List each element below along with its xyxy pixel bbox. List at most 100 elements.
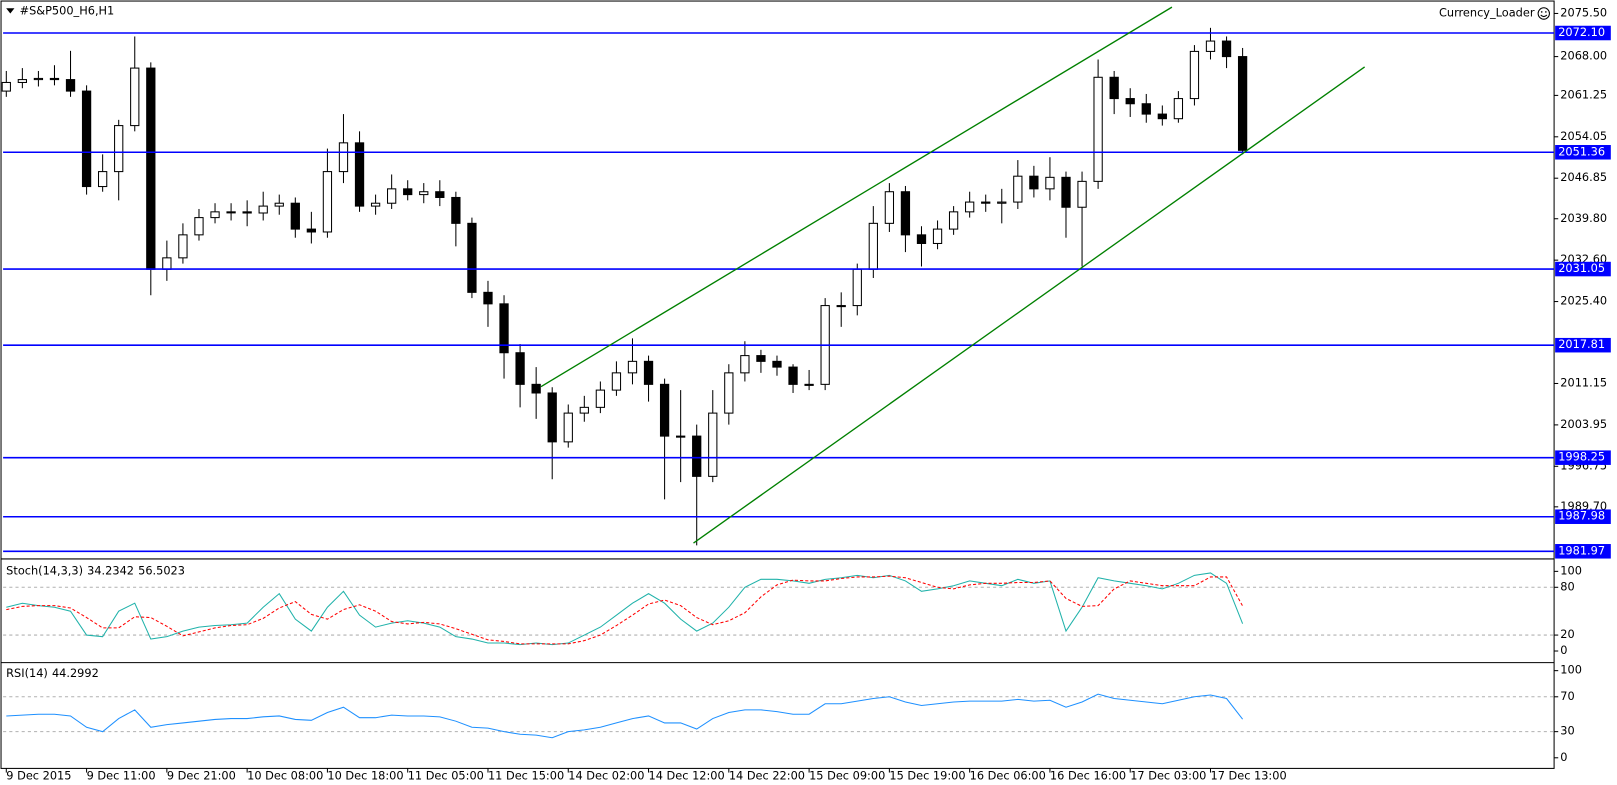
candle-body xyxy=(97,171,108,188)
candle-body xyxy=(1157,113,1167,120)
candle-body xyxy=(852,268,862,307)
y-tick-label: 1989.70 xyxy=(1560,499,1607,513)
candle-body xyxy=(916,234,927,244)
candle-body xyxy=(965,201,975,213)
candle-body xyxy=(1141,103,1151,115)
x-tick-label: 15 Dec 09:00 xyxy=(809,769,885,783)
candle-body xyxy=(1221,40,1232,58)
candle-body xyxy=(49,77,60,81)
candle-body xyxy=(643,360,654,385)
candle-body xyxy=(17,79,28,83)
frame xyxy=(0,0,1555,769)
candle-body xyxy=(724,372,734,414)
y-tick-label: 0 xyxy=(1560,750,1567,764)
x-tick-label: 11 Dec 15:00 xyxy=(488,769,564,783)
candle-body xyxy=(81,90,92,188)
level-label: 2017.81 xyxy=(1558,337,1605,351)
candle-body xyxy=(595,389,606,408)
y-tick-label: 0 xyxy=(1560,643,1567,657)
candle-body xyxy=(579,406,589,414)
candle-body xyxy=(981,201,991,204)
candle-body xyxy=(65,79,76,92)
y-tick-label: 2054.05 xyxy=(1560,129,1607,143)
candle-body xyxy=(370,202,381,207)
indicator-line xyxy=(6,575,1244,645)
smiley xyxy=(1537,7,1550,20)
indicator-value: 34.2342 xyxy=(87,563,134,577)
candle-body xyxy=(354,142,365,207)
candle-body xyxy=(403,188,413,196)
candle-body xyxy=(692,435,702,477)
candle-body xyxy=(563,412,573,443)
x-tick-label: 15 Dec 19:00 xyxy=(889,769,965,783)
y-tick-label: 70 xyxy=(1560,689,1574,703)
indicator-name: Currency_Loader xyxy=(1439,5,1535,19)
candle-body xyxy=(740,355,750,374)
candle-body xyxy=(611,372,622,391)
level-tag xyxy=(1555,544,1611,559)
y-tick-label: 2011.15 xyxy=(1560,375,1607,389)
candle-body xyxy=(1013,175,1023,203)
candle-body xyxy=(467,222,477,293)
level-label: 1981.97 xyxy=(1558,543,1605,557)
candle-body xyxy=(33,77,44,81)
candle-body xyxy=(997,201,1007,204)
candle-body xyxy=(772,360,782,368)
trendline xyxy=(540,6,1173,388)
candle-body xyxy=(242,211,252,214)
level-tag xyxy=(1555,450,1611,465)
candle-body xyxy=(1029,175,1039,190)
y-tick-label: 2046.85 xyxy=(1560,170,1607,184)
candle-body xyxy=(210,211,220,219)
candle-body xyxy=(194,217,204,236)
indicator-title: Stoch(14,3,3) xyxy=(6,563,83,577)
candle-body xyxy=(387,188,397,204)
level-tag xyxy=(1555,145,1611,160)
candle-body xyxy=(419,191,429,196)
indicator-line xyxy=(6,572,1244,646)
candle-body xyxy=(1061,176,1071,208)
candle-body xyxy=(322,171,333,233)
candle-body xyxy=(708,412,718,477)
level-label: 2031.05 xyxy=(1558,261,1605,275)
candle-body xyxy=(1109,76,1119,100)
x-tick-label: 14 Dec 22:00 xyxy=(729,769,805,783)
x-tick-label: 10 Dec 08:00 xyxy=(247,769,323,783)
candle-body xyxy=(676,435,686,438)
indicator-value: 56.5023 xyxy=(138,563,185,577)
candle-body xyxy=(178,234,188,259)
candle-body xyxy=(1125,98,1135,105)
candle-body xyxy=(756,355,766,362)
y-tick-label: 100 xyxy=(1560,563,1582,577)
candle-body xyxy=(868,222,878,270)
y-tick-label: 20 xyxy=(1560,627,1574,641)
indicator-header: RSI(14) 44.2992 xyxy=(6,666,99,680)
candle-body xyxy=(804,383,814,386)
menu-arrow[interactable] xyxy=(6,8,15,14)
candle-body xyxy=(162,257,172,270)
candle-body xyxy=(146,67,156,270)
candle-body xyxy=(627,360,638,374)
x-tick-label: 10 Dec 18:00 xyxy=(327,769,403,783)
candle-body xyxy=(1045,176,1055,190)
candle-body xyxy=(531,383,541,394)
candle-body xyxy=(226,211,236,214)
level-tag xyxy=(1555,509,1611,524)
candle-body xyxy=(451,196,461,224)
candle-body xyxy=(932,228,943,244)
y-tick-label: 2061.25 xyxy=(1560,87,1607,101)
candle-body xyxy=(483,291,493,305)
candle-body xyxy=(515,352,525,385)
candle-body xyxy=(435,191,445,198)
level-label: 2051.36 xyxy=(1558,144,1605,158)
x-tick-label: 17 Dec 13:00 xyxy=(1210,769,1286,783)
candle-body xyxy=(1237,56,1248,151)
level-label: 1987.98 xyxy=(1558,509,1605,523)
y-tick-label: 2025.40 xyxy=(1560,294,1607,308)
candle-body xyxy=(274,202,284,207)
y-tick-label: 2075.50 xyxy=(1560,5,1607,19)
y-tick-label: 80 xyxy=(1560,579,1574,593)
candle-body xyxy=(499,303,509,354)
level-tag xyxy=(1555,337,1611,353)
candle-body xyxy=(900,191,911,236)
